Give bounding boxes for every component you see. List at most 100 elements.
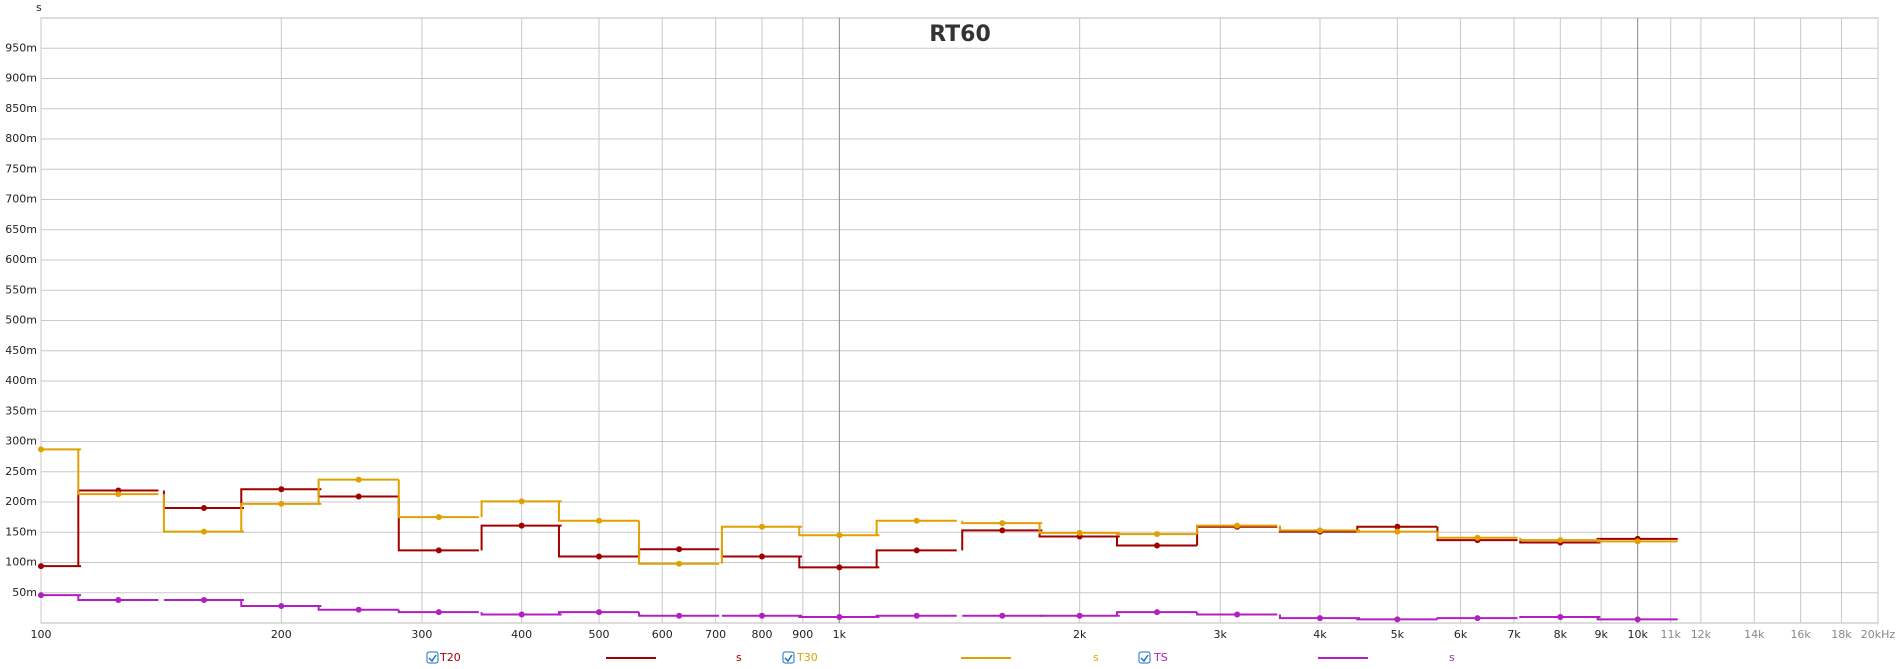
step-segment (557, 611, 640, 615)
point (1557, 613, 1564, 620)
point (1557, 537, 1564, 544)
step-segment (1115, 532, 1198, 536)
x-tick-label: 500 (589, 628, 610, 641)
point (913, 517, 920, 524)
y-tick-label: 850m (5, 102, 37, 115)
x-tick-label: 16k (1790, 628, 1811, 641)
step-segment (638, 520, 720, 565)
y-tick-label: 50m (12, 586, 37, 599)
legend-unit: s (1449, 651, 1455, 664)
point (115, 491, 122, 498)
legend-check (784, 654, 793, 663)
point (278, 486, 285, 493)
y-tick-label: 400m (5, 374, 37, 387)
point (115, 597, 122, 604)
legend-checkbox[interactable] (782, 651, 795, 664)
step-segment (1115, 536, 1198, 547)
y-tick-label: 600m (5, 253, 37, 266)
point (355, 493, 362, 500)
point (1394, 523, 1401, 530)
step-segment (480, 500, 562, 518)
x-tick-label: 900 (792, 628, 813, 641)
step-segment (557, 525, 640, 558)
point (1634, 538, 1641, 545)
x-tick-label: 18k (1831, 628, 1852, 641)
step-segment (875, 519, 957, 536)
point (913, 612, 920, 619)
step-segment (1115, 611, 1198, 616)
x-tick-label: 7k (1507, 628, 1521, 641)
point (836, 532, 843, 539)
x-tick-label: 5k (1391, 628, 1405, 641)
point (1234, 611, 1241, 618)
point (278, 500, 285, 507)
step-segment (1436, 531, 1518, 539)
legend-unit: s (1093, 651, 1099, 664)
chart-title: RT60 (929, 22, 991, 47)
point (355, 476, 362, 483)
legend-check (428, 654, 437, 663)
point (1316, 615, 1323, 622)
legend-label: T20 (439, 651, 461, 664)
point (836, 613, 843, 620)
y-tick-label: 100m (5, 556, 37, 569)
point (1634, 616, 1641, 623)
y-tick-label: 350m (5, 404, 37, 417)
step-segment (1519, 537, 1601, 542)
point (200, 597, 207, 604)
point (596, 517, 603, 524)
point (913, 547, 920, 554)
x-tick-label: 14k (1744, 628, 1765, 641)
x-tick-label: 100 (31, 628, 52, 641)
point (676, 546, 683, 553)
point (758, 523, 765, 530)
x-tick-label: 800 (751, 628, 772, 641)
point (435, 514, 442, 521)
x-tick-label: 4k (1313, 628, 1327, 641)
legend-checkbox[interactable] (426, 651, 439, 664)
step-segment (720, 525, 803, 564)
point (1316, 527, 1323, 534)
point (38, 563, 44, 570)
point (278, 603, 285, 610)
point (518, 498, 525, 505)
point (435, 609, 442, 616)
point (676, 612, 683, 619)
point (1474, 615, 1481, 622)
step-segment (1196, 524, 1278, 535)
point (999, 612, 1006, 619)
x-tick-label: 10k (1627, 628, 1648, 641)
step-segment (397, 609, 479, 614)
x-tick-label: 200 (271, 628, 292, 641)
point (435, 547, 442, 554)
step-segment (1278, 614, 1361, 620)
point (200, 505, 207, 512)
y-tick-label: 800m (5, 132, 37, 145)
step-segment (1519, 615, 1601, 619)
x-tick-label: 600 (652, 628, 673, 641)
point (518, 522, 525, 529)
step-segment (240, 502, 322, 532)
step-segment (480, 524, 562, 551)
step-segment (798, 615, 880, 618)
step-segment (1436, 526, 1518, 542)
x-tick-label: 8k (1554, 628, 1568, 641)
step-segment (480, 612, 562, 616)
step-segment (77, 449, 159, 496)
x-tick-label: 20kHz (1861, 628, 1896, 641)
legend-checkbox[interactable] (1138, 651, 1151, 664)
step-segment (162, 494, 245, 533)
step-segment (875, 614, 957, 617)
step-segment (397, 479, 479, 519)
point (999, 520, 1006, 527)
point (1234, 522, 1241, 529)
point (999, 527, 1006, 534)
step-segment (1596, 540, 1678, 543)
step-segment (1356, 530, 1438, 533)
point (1154, 542, 1161, 549)
step-segment (961, 529, 1043, 551)
y-tick-label: 500m (5, 314, 37, 327)
step-segment (638, 612, 720, 617)
x-tick-label: 11k (1661, 628, 1682, 641)
